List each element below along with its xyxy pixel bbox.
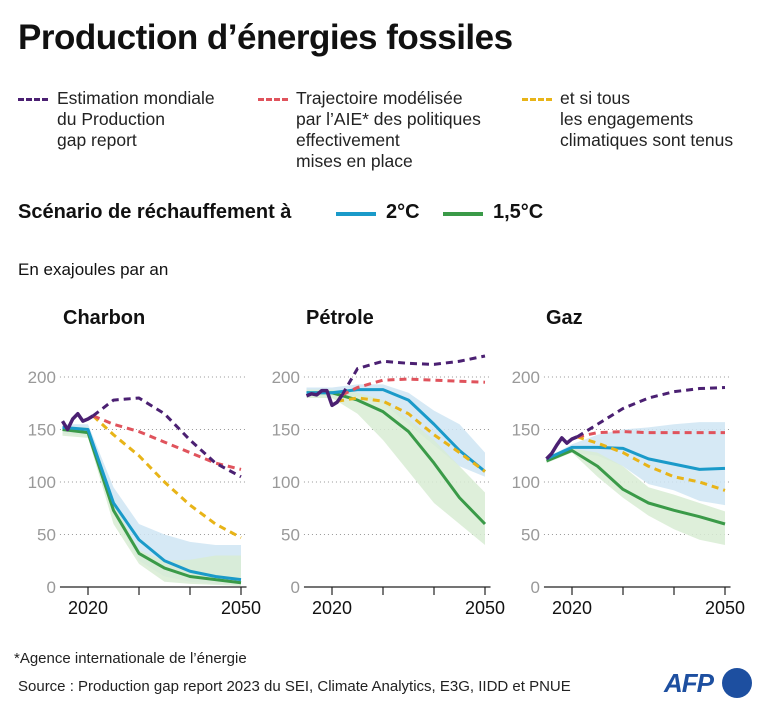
- y-tick-label: 100: [512, 473, 540, 492]
- legend-15c-swatch: [443, 212, 483, 216]
- legend-2c: 2°C: [386, 201, 420, 223]
- legend-engagements: et si tous les engagements climatiques s…: [560, 88, 734, 150]
- panel-title-petrole: Pétrole: [306, 307, 374, 329]
- x-tick-label: 2050: [221, 598, 261, 618]
- page-title: Production d’énergies fossiles: [18, 18, 513, 57]
- scenario-label: Scénario de réchauffement à: [18, 201, 292, 223]
- line-2c: [545, 445, 726, 471]
- line-gap: [340, 354, 486, 396]
- y-tick-label: 50: [521, 526, 540, 545]
- x-tick-label: 2050: [705, 598, 745, 618]
- afp-logo: AFP: [664, 668, 714, 698]
- legend-engagements-swatch: [522, 98, 552, 101]
- line-engagements: [576, 435, 726, 492]
- y-tick-label: 100: [272, 473, 300, 492]
- x-tick-label: 2050: [465, 598, 505, 618]
- legend-15c: 1,5°C: [493, 201, 544, 223]
- line-gap: [92, 396, 242, 479]
- y-tick-label: 200: [28, 368, 56, 387]
- x-tick-label: 2020: [552, 598, 592, 618]
- line-historical: [545, 435, 578, 461]
- line-historical: [61, 412, 95, 432]
- line-engagements: [336, 396, 486, 473]
- line-2c: [62, 425, 242, 582]
- band-2c: [546, 422, 725, 506]
- line-aie: [341, 377, 486, 397]
- afp-logo-dot: [722, 668, 752, 698]
- line-aie: [576, 430, 725, 439]
- y-tick-label: 0: [46, 578, 55, 597]
- y-tick-label: 50: [281, 526, 300, 545]
- legend-aie-swatch: [258, 98, 288, 101]
- y-tick-label: 150: [272, 421, 300, 440]
- y-tick-label: 50: [37, 526, 56, 545]
- legend-gap-swatch: [18, 98, 48, 101]
- band-15c: [62, 426, 241, 586]
- panel-title-gaz: Gaz: [546, 307, 583, 329]
- x-tick-label: 2020: [312, 598, 352, 618]
- band-2c: [62, 424, 241, 585]
- y-tick-label: 100: [28, 473, 56, 492]
- y-tick-label: 200: [512, 368, 540, 387]
- y-tick-label: 200: [272, 368, 300, 387]
- line-gap: [576, 386, 726, 439]
- y-tick-label: 0: [530, 578, 539, 597]
- y-tick-label: 0: [290, 578, 299, 597]
- line-engagements: [92, 414, 242, 539]
- band-15c: [306, 389, 485, 545]
- legend-gap: Estimation mondiale du Production gap re…: [57, 88, 215, 150]
- source: Source : Production gap report 2023 du S…: [18, 678, 571, 695]
- y-tick-label: 150: [512, 421, 540, 440]
- line-historical: [305, 388, 344, 408]
- panel-title-charbon: Charbon: [63, 307, 146, 329]
- y-tick-label: 150: [28, 421, 56, 440]
- x-tick-label: 2020: [68, 598, 108, 618]
- line-2c: [306, 388, 486, 473]
- legend-2c-swatch: [336, 212, 376, 216]
- line-15c: [545, 449, 726, 526]
- unit-label: En exajoules par an: [18, 260, 169, 279]
- line-aie: [92, 414, 242, 471]
- footnote: *Agence internationale de l’énergie: [14, 650, 247, 667]
- line-15c: [306, 391, 487, 526]
- legend-aie: Trajectoire modélisée par l’AIE* des pol…: [296, 88, 481, 171]
